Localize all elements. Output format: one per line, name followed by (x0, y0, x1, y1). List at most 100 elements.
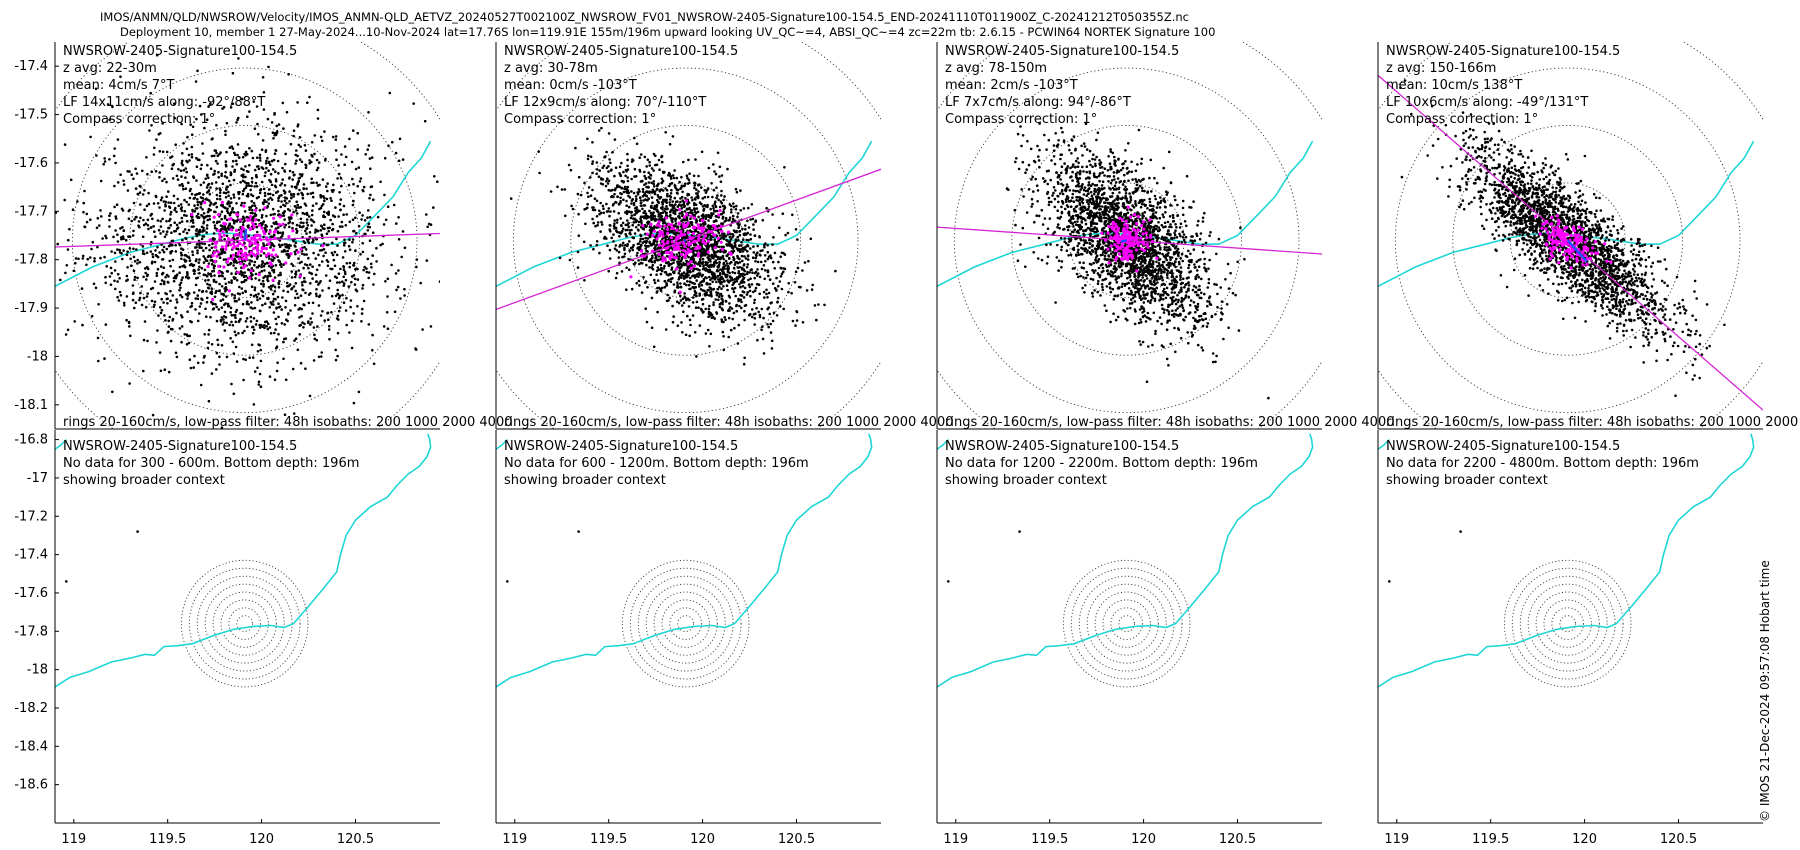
velocity-point (794, 228, 798, 231)
velocity-point (209, 102, 212, 106)
velocity-point (345, 323, 349, 327)
velocity-point (126, 250, 129, 253)
velocity-point (692, 174, 696, 178)
velocity-point (187, 228, 191, 232)
velocity-point (235, 202, 238, 205)
velocity-point (367, 144, 371, 147)
velocity-point (682, 310, 685, 314)
velocity-point (352, 401, 356, 405)
velocity-point (331, 253, 335, 257)
velocity-point (224, 133, 227, 137)
velocity-point (270, 258, 273, 261)
velocity-point (668, 230, 671, 234)
velocity-point (708, 216, 712, 219)
velocity-point (690, 196, 693, 199)
velocity-point (694, 158, 697, 161)
velocity-point (290, 276, 294, 279)
velocity-point (663, 229, 666, 232)
velocity-point (361, 250, 365, 254)
velocity-point (344, 272, 347, 276)
velocity-point (255, 105, 259, 108)
velocity-point (669, 263, 672, 266)
lowpass-point (243, 264, 247, 268)
velocity-point (537, 150, 540, 153)
velocity-point (210, 182, 214, 185)
velocity-point (638, 262, 641, 266)
velocity-point (715, 186, 718, 189)
velocity-point (741, 259, 744, 263)
velocity-point (739, 298, 743, 302)
velocity-point (326, 311, 329, 315)
velocity-point (99, 256, 102, 260)
velocity-point (128, 382, 131, 385)
velocity-point (600, 126, 603, 130)
velocity-point (686, 202, 689, 206)
velocity-point (200, 246, 203, 249)
velocity-point (343, 270, 347, 274)
velocity-point (663, 279, 667, 283)
velocity-point (618, 235, 621, 238)
velocity-point (284, 306, 287, 309)
velocity-point (698, 273, 702, 276)
velocity-point (266, 274, 270, 278)
velocity-point (367, 271, 371, 274)
velocity-point (692, 203, 696, 207)
velocity-point (630, 214, 634, 217)
velocity-point (620, 270, 624, 273)
velocity-point (695, 267, 698, 271)
velocity-point (277, 209, 280, 213)
velocity-point (224, 191, 228, 195)
velocity-point (228, 323, 231, 327)
velocity-point (132, 177, 135, 181)
velocity-point (132, 269, 136, 273)
velocity-point (282, 214, 286, 217)
velocity-point (188, 334, 191, 338)
velocity-point (342, 268, 346, 271)
velocity-point (116, 248, 119, 251)
velocity-point (215, 187, 218, 190)
velocity-point (337, 272, 341, 275)
velocity-point (645, 165, 648, 168)
velocity-point (250, 343, 254, 347)
velocity-point (219, 252, 222, 256)
velocity-point (246, 195, 250, 198)
velocity-point (152, 225, 155, 228)
lowpass-point (214, 241, 218, 245)
velocity-point (707, 219, 710, 222)
velocity-point (620, 186, 624, 190)
velocity-point (739, 209, 742, 212)
velocity-point (201, 152, 205, 155)
velocity-point (250, 301, 253, 304)
velocity-point (295, 206, 298, 209)
annotation-line-2: z avg: 22-30m (63, 61, 157, 76)
velocity-point (740, 254, 744, 258)
velocity-point (309, 317, 312, 320)
velocity-point (335, 158, 338, 161)
velocity-point (660, 160, 664, 164)
velocity-point (277, 315, 280, 319)
velocity-point (648, 241, 652, 245)
velocity-point (136, 258, 139, 262)
velocity-point (282, 340, 285, 344)
velocity-point (672, 315, 675, 318)
velocity-point (234, 159, 238, 163)
velocity-point (163, 368, 167, 372)
velocity-point (181, 238, 184, 242)
velocity-point (267, 65, 270, 69)
velocity-point (635, 208, 639, 211)
velocity-point (671, 135, 675, 138)
velocity-point (681, 331, 684, 334)
velocity-point (721, 254, 725, 258)
velocity-point (156, 245, 159, 249)
velocity-point (184, 293, 188, 296)
velocity-point (226, 211, 230, 214)
velocity-point (595, 240, 599, 243)
velocity-point (682, 201, 686, 204)
velocity-point (288, 176, 291, 179)
velocity-point (198, 305, 202, 308)
velocity-point (142, 218, 145, 222)
velocity-point (232, 264, 235, 267)
velocity-point (240, 312, 244, 315)
velocity-point (641, 187, 645, 191)
velocity-point (242, 357, 245, 361)
